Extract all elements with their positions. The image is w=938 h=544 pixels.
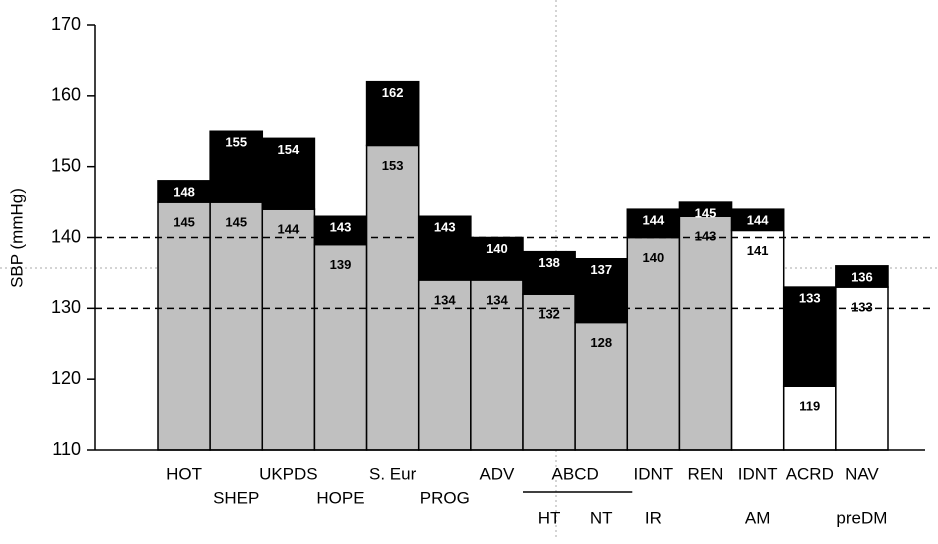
lower-value-label: 145 [173,215,195,230]
y-tick-label: 130 [51,297,81,317]
bar-upper [730,208,785,232]
group-label: IDNT [738,464,778,483]
bar-upper [365,80,420,147]
x-tick-label: SHEP [213,488,259,507]
lower-value-label: 119 [799,399,820,414]
lower-value-label: 128 [590,335,612,350]
y-tick-label: 140 [51,226,81,246]
group-label: NAV [845,464,879,483]
y-tick-label: 150 [51,155,81,175]
group-label: ABCD [552,464,599,483]
lower-value-label: 145 [225,215,247,230]
upper-value-label: 148 [173,184,195,199]
bar-lower [209,201,264,451]
bar-upper [261,137,316,210]
upper-value-label: 145 [695,206,717,221]
x-tick-label: preDM [836,508,887,527]
bar-upper [522,250,576,295]
x-tick-label: ADV [479,464,515,483]
bar-lower [730,229,785,451]
bar-lower [678,215,733,451]
upper-value-label: 154 [278,142,300,157]
y-tick-label: 110 [52,439,81,459]
upper-value-label: 136 [851,269,873,284]
lower-value-label: 133 [851,300,873,315]
lower-value-label: 132 [538,307,560,322]
x-tick-label: ACRD [786,464,834,483]
lower-value-label: 143 [695,229,717,244]
y-tick-label: 160 [51,85,81,105]
upper-value-label: 140 [486,241,508,256]
bar-upper [782,286,837,388]
x-tick-label: S. Eur [369,464,417,483]
x-tick-label: HT [538,508,561,527]
bar-upper [835,265,889,288]
bar-lower [157,201,211,451]
bar-upper [574,258,629,324]
x-tick-label: NT [590,508,613,527]
group-label: IDNT [634,464,674,483]
x-tick-label: IR [645,508,662,527]
bar-upper [313,215,368,246]
bar-lower [313,243,368,451]
x-tick-label: REN [688,464,724,483]
bar-upper [417,215,472,281]
upper-value-label: 137 [590,262,612,277]
bar-lower [365,144,420,451]
x-tick-label: AM [745,508,771,527]
upper-value-label: 143 [434,220,456,235]
x-tick-label: HOT [166,464,202,483]
upper-value-label: 155 [225,135,247,150]
bar-lower [626,236,681,451]
lower-value-label: 144 [278,222,300,237]
upper-value-label: 143 [330,220,352,235]
bar-lower [782,385,837,451]
upper-value-label: 144 [747,213,769,228]
lower-value-label: 141 [747,243,769,258]
lower-value-label: 153 [382,158,404,173]
upper-value-label: 138 [538,255,560,270]
lower-value-label: 140 [643,250,665,265]
y-tick-label: 120 [51,368,81,388]
x-tick-label: UKPDS [259,464,318,483]
upper-value-label: 144 [643,213,665,228]
x-tick-label: PROG [420,488,470,507]
bar-upper [209,130,264,203]
upper-value-label: 162 [382,85,404,100]
lower-value-label: 134 [486,292,508,307]
lower-value-label: 134 [434,292,456,307]
lower-value-label: 139 [330,257,352,272]
y-axis-label: SBP (mmHg) [7,188,26,288]
x-tick-label: HOPE [316,488,364,507]
bar-lower [261,208,316,451]
y-tick-label: 170 [51,14,81,34]
upper-value-label: 133 [799,291,821,306]
